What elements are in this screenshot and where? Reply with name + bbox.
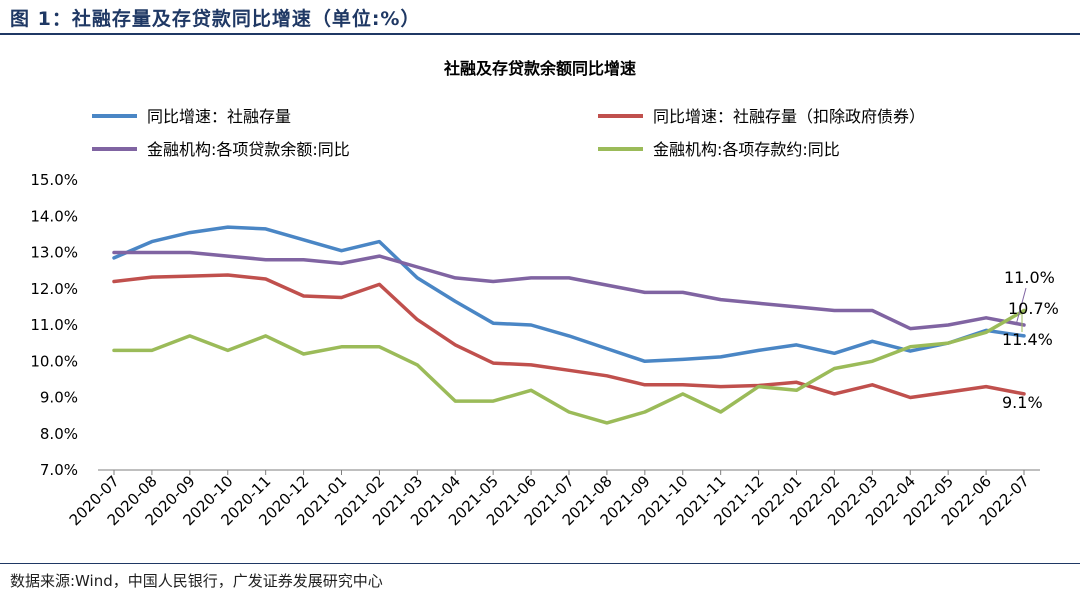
- y-tick-label: 10.0%: [30, 352, 78, 370]
- legend-label-2: 同比增速：社融存量（扣除政府债券）: [653, 107, 925, 126]
- label-leader-1: [1015, 287, 1027, 326]
- series-line-2: [112, 273, 1026, 400]
- legend-label-1: 同比增速：社融存量: [147, 107, 291, 126]
- series-line-3: [112, 250, 1026, 331]
- y-tick-label: 11.0%: [30, 316, 78, 334]
- series-line-4: [112, 308, 1026, 425]
- chart-title: 社融及存贷款余额同比增速: [443, 59, 636, 78]
- footer-rule: [0, 563, 1080, 564]
- figure-header: 图 1：社融存量及存贷款同比增速（单位:%）: [0, 0, 1080, 34]
- y-tick-label: 7.0%: [40, 461, 78, 479]
- chart-axes: 7.0% 8.0% 9.0% 10.0% 11.0% 12.0% 13.0% 14.0% 15.…: [30, 171, 1040, 529]
- chart-legend: 同比增速：社融存量 同比增速：社融存量（扣除政府债券） 金融机构:各项贷款余额:同比…: [92, 107, 925, 159]
- y-tick-label: 12.0%: [30, 280, 78, 298]
- source-note: 数据来源:Wind，中国人民银行，广发证券发展研究中心: [10, 572, 383, 590]
- legend-label-3: 金融机构:各项贷款余额:同比: [147, 140, 350, 159]
- header-rule: [0, 33, 1080, 35]
- y-tick-label: 14.0%: [30, 207, 78, 225]
- figure-title: 图 1：社融存量及存贷款同比增速（单位:%）: [10, 8, 421, 30]
- y-tick-label: 13.0%: [30, 244, 78, 262]
- data-label-2: 10.7%: [1008, 299, 1059, 318]
- data-label-3: 11.4%: [1002, 330, 1053, 349]
- y-tick-label: 8.0%: [40, 425, 78, 443]
- legend-label-4: 金融机构:各项存款约:同比: [653, 140, 840, 159]
- line-chart: 社融及存贷款余额同比增速 同比增速：社融存量 同比增速：社融存量（扣除政府债券） 金…: [30, 59, 1059, 529]
- chart-series: [112, 225, 1026, 425]
- data-label-4: 9.1%: [1002, 393, 1043, 412]
- y-tick-label: 9.0%: [40, 389, 78, 407]
- series-line-1: [112, 225, 1026, 364]
- data-label-1: 11.0%: [1004, 268, 1055, 287]
- chart-data-labels: 11.0% 10.7% 11.4% 9.1%: [1002, 268, 1059, 412]
- y-tick-label: 15.0%: [30, 171, 78, 189]
